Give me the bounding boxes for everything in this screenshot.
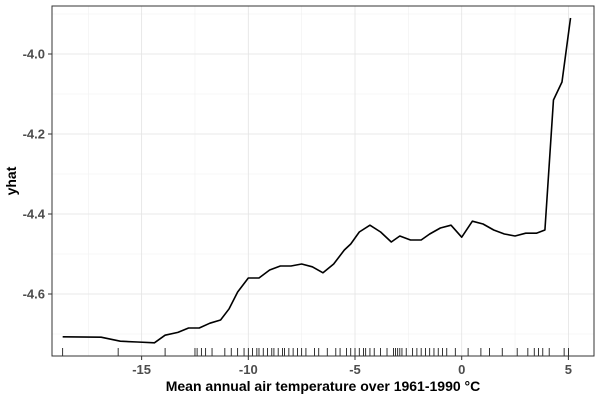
x-tick-label: -5 <box>349 362 361 377</box>
y-tick-label: -4.0 <box>23 47 45 62</box>
major-gridlines <box>52 6 594 356</box>
y-tick-label: -4.6 <box>23 287 45 302</box>
x-tick-label: -10 <box>239 362 258 377</box>
series-line-0 <box>62 17 572 344</box>
rug-marks <box>62 348 569 356</box>
series-layer <box>62 17 572 344</box>
minor-gridlines <box>52 6 594 356</box>
y-tick-label: -4.4 <box>23 207 46 222</box>
x-tick-label: 5 <box>565 362 572 377</box>
y-axis-title: yhat <box>3 166 19 195</box>
x-axis-title: Mean annual air temperature over 1961-19… <box>166 378 481 394</box>
y-tick-label: -4.2 <box>23 127 45 142</box>
x-axis: -15 -10 -5 0 5 <box>132 356 572 377</box>
y-axis: -4.0 -4.2 -4.4 -4.6 <box>23 47 52 302</box>
x-tick-label: 0 <box>458 362 465 377</box>
panel-border <box>51 5 595 357</box>
x-tick-label: -15 <box>132 362 151 377</box>
